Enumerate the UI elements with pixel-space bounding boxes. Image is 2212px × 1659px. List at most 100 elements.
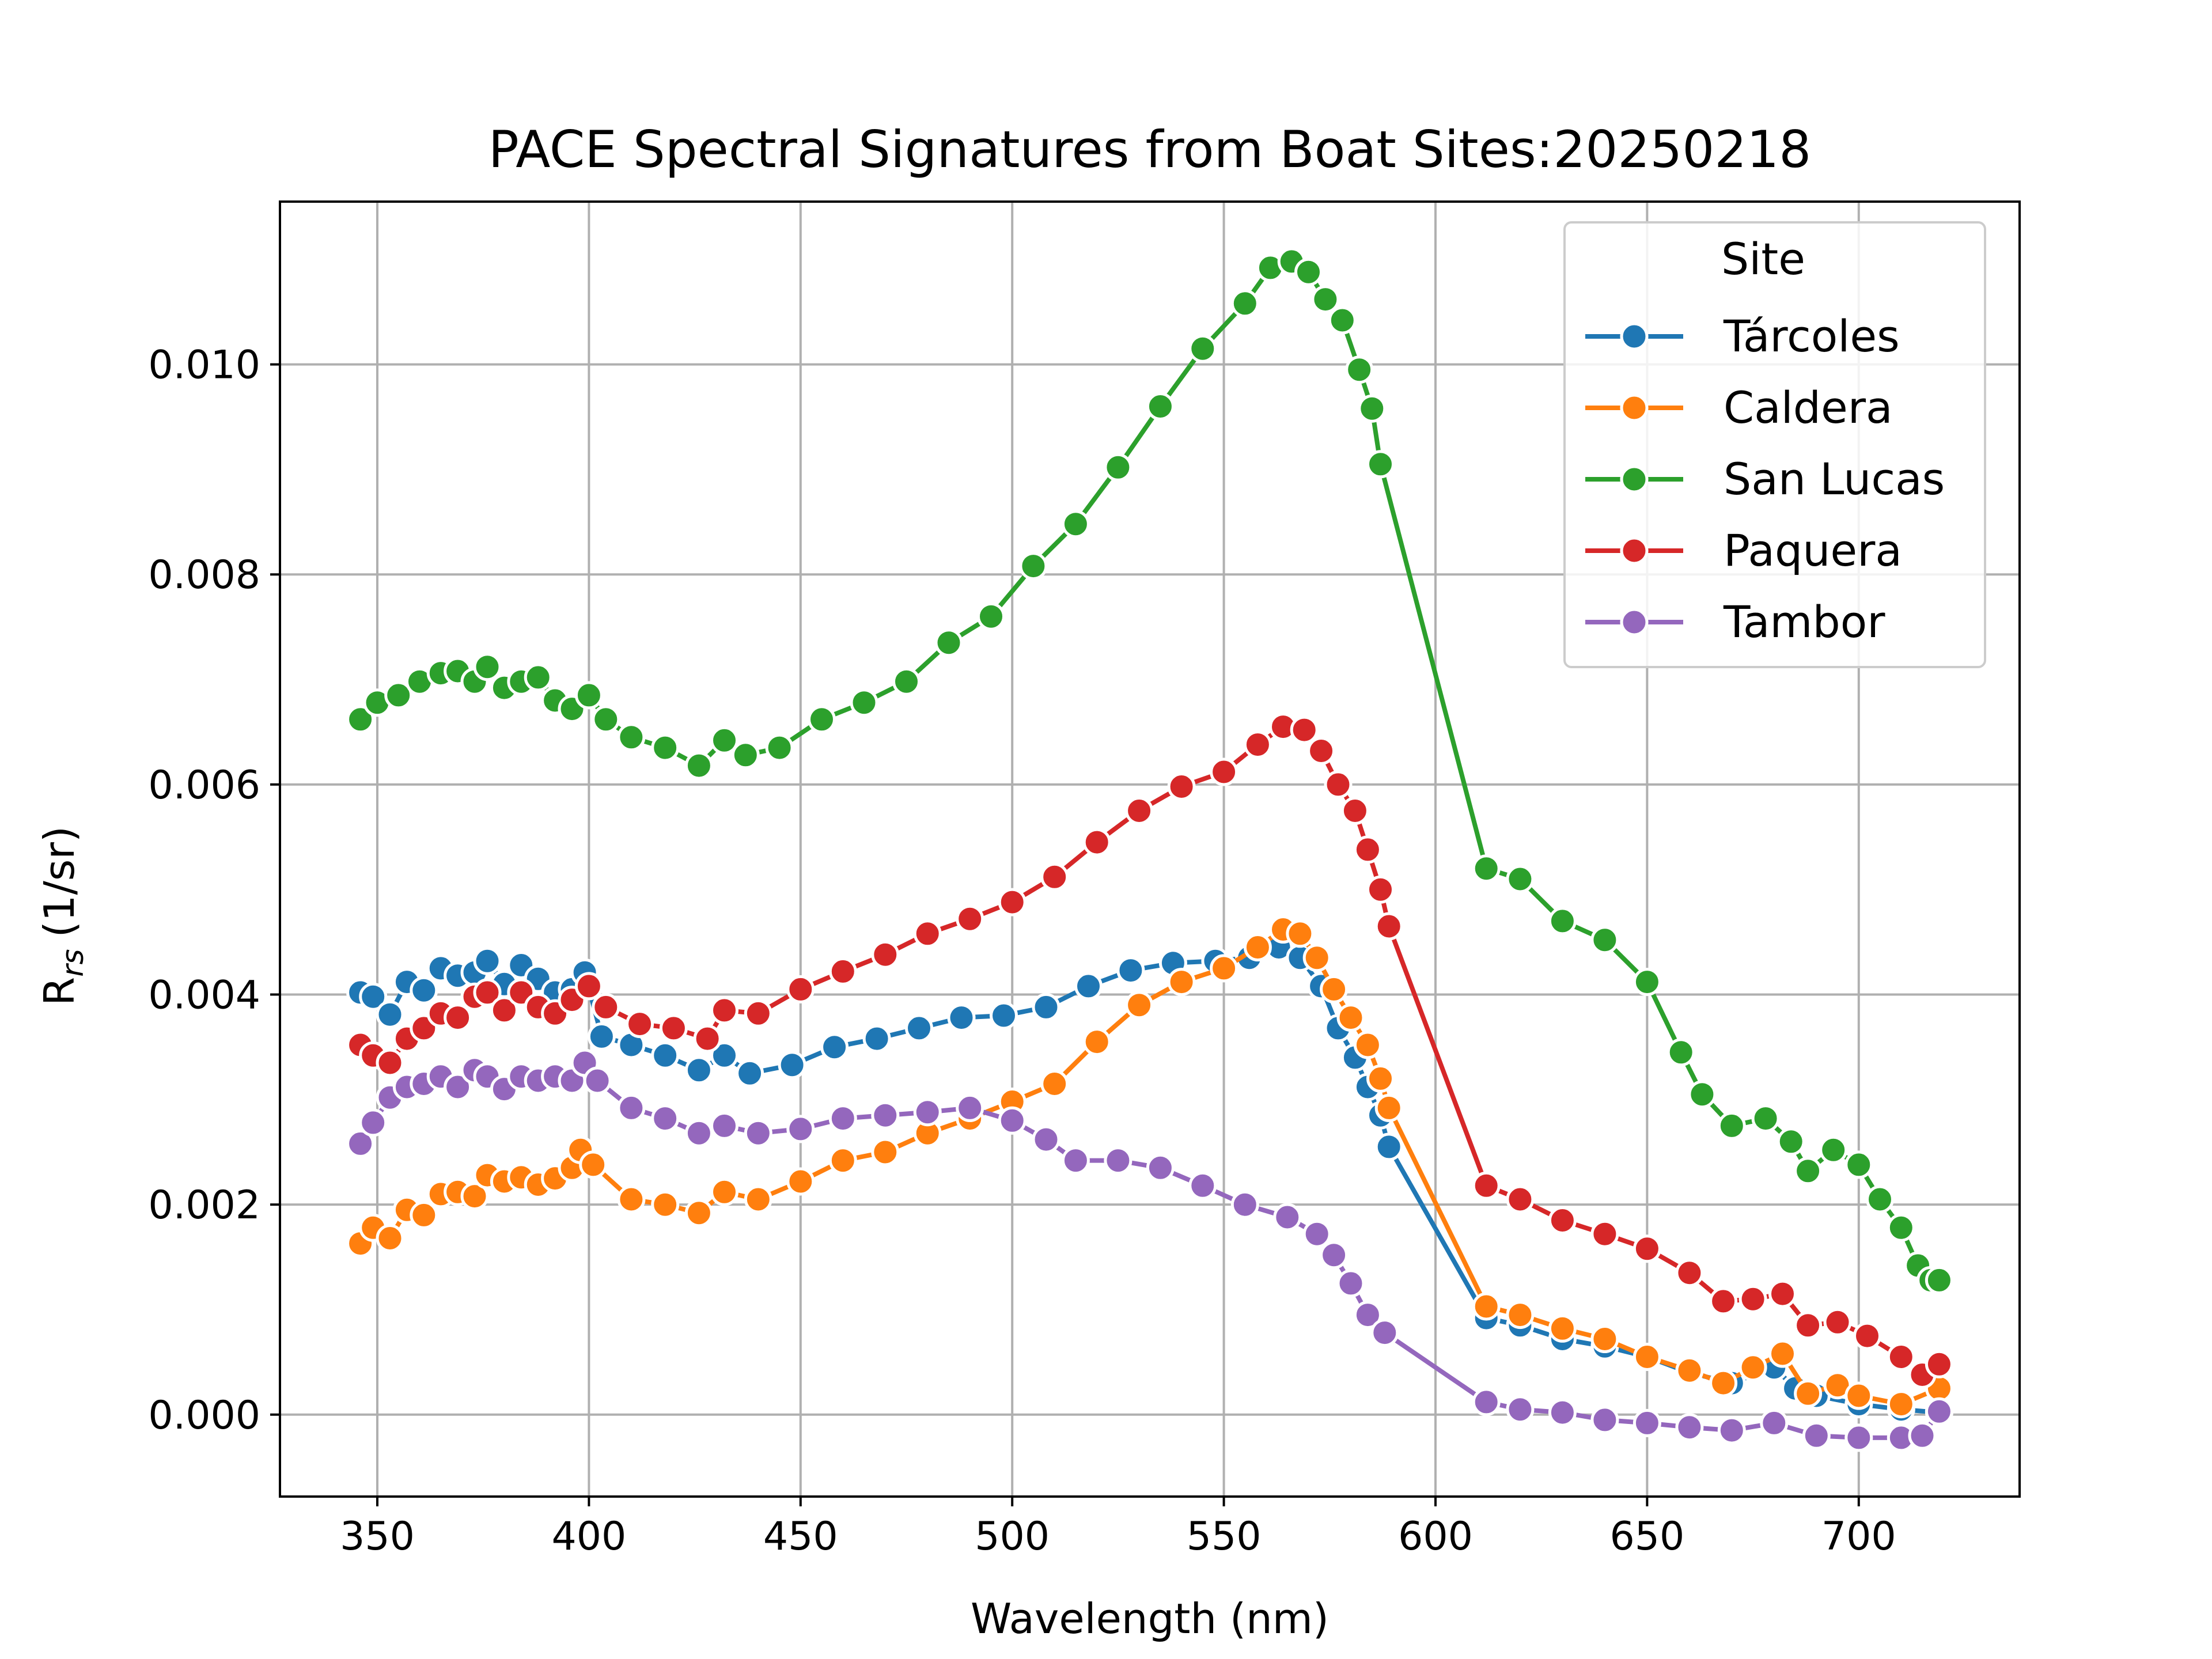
data-point <box>1167 772 1196 801</box>
data-point <box>1472 854 1501 883</box>
data-point <box>1125 797 1154 825</box>
data-point <box>346 1129 375 1158</box>
data-point <box>1358 394 1387 423</box>
legend-label: Paquera <box>1724 525 1902 576</box>
data-point <box>1675 1413 1704 1442</box>
data-point <box>1374 912 1403 941</box>
data-point <box>1230 1190 1259 1219</box>
legend-swatch-marker <box>1620 393 1649 422</box>
data-point <box>1823 1308 1852 1336</box>
data-point <box>934 628 963 657</box>
data-point <box>1633 968 1661 997</box>
legend-item: Tambor <box>1585 596 1885 647</box>
data-point <box>1506 1301 1535 1330</box>
legend-item: Tárcoles <box>1585 310 1900 362</box>
data-point <box>1032 1125 1060 1154</box>
data-point <box>1866 1185 1894 1214</box>
data-point <box>1844 1150 1873 1179</box>
data-point <box>617 1093 646 1122</box>
data-point <box>1717 1111 1746 1140</box>
data-point <box>977 602 1005 631</box>
data-point <box>710 1111 738 1140</box>
data-point <box>1794 1157 1823 1185</box>
data-point <box>956 904 984 933</box>
data-point <box>1633 1234 1661 1263</box>
plot-frame <box>279 200 2021 1498</box>
data-point <box>1146 1153 1175 1182</box>
data-point <box>384 681 413 710</box>
data-point <box>1675 1356 1704 1385</box>
y-tick-label: 0.004 <box>148 973 260 1018</box>
data-point <box>1738 1285 1767 1313</box>
y-tick-label: 0.002 <box>148 1183 260 1228</box>
data-point <box>1844 1381 1873 1410</box>
data-point <box>651 1041 680 1070</box>
data-point <box>828 1104 857 1133</box>
data-point <box>651 733 680 762</box>
legend-label: Caldera <box>1724 382 1893 433</box>
data-point <box>1328 306 1357 335</box>
axis-ticks: 350 400 450 500 550 600 650 700 0.000 0.002 0.004 0… <box>148 343 1896 1559</box>
data-point <box>1210 757 1238 786</box>
data-point <box>1167 968 1196 997</box>
y-tick-label: 0.010 <box>148 343 260 388</box>
data-point <box>410 1200 438 1229</box>
data-point <box>1925 1266 1953 1294</box>
data-point <box>1760 1408 1789 1437</box>
data-point <box>862 1024 891 1053</box>
data-point <box>359 982 388 1011</box>
y-tick-label: 0.008 <box>148 552 260 598</box>
data-point <box>1590 1406 1619 1434</box>
y-axis-title-main: R <box>35 977 84 1006</box>
data-point <box>905 1014 933 1043</box>
data-point <box>1074 972 1103 1001</box>
data-point <box>1353 1031 1382 1059</box>
series-3 <box>346 713 1953 1389</box>
data-point <box>460 1182 489 1211</box>
data-point <box>1366 1064 1395 1093</box>
data-point <box>1506 1185 1535 1214</box>
data-point <box>1061 510 1090 539</box>
data-point <box>1768 1339 1797 1368</box>
data-point <box>524 663 552 692</box>
data-point <box>786 1115 815 1143</box>
data-point <box>1590 926 1619 955</box>
data-point <box>1925 1397 1953 1426</box>
data-point <box>998 1106 1027 1135</box>
data-point <box>1294 257 1323 286</box>
legend: Site Tárcoles Caldera San Lucas Paquera Tambo… <box>1563 221 1986 668</box>
data-point <box>1302 1219 1331 1248</box>
data-point <box>1675 1259 1704 1287</box>
data-point <box>473 978 502 1007</box>
data-point <box>1366 450 1395 479</box>
data-point <box>376 1048 404 1077</box>
data-point <box>1116 956 1145 985</box>
data-point <box>871 1138 900 1166</box>
x-tick-label: 450 <box>763 1514 838 1559</box>
data-point <box>617 723 646 752</box>
data-point <box>1887 1390 1915 1419</box>
data-point <box>998 888 1027 916</box>
data-point <box>1506 865 1535 893</box>
data-point <box>376 1000 404 1029</box>
data-point <box>1230 289 1259 318</box>
data-point <box>1040 862 1069 891</box>
data-point <box>786 1167 815 1196</box>
data-point <box>1548 1206 1577 1234</box>
data-point <box>583 1066 612 1095</box>
data-point <box>731 741 760 770</box>
data-point <box>913 1098 942 1127</box>
data-point <box>1210 954 1238 983</box>
x-tick-label: 550 <box>1187 1514 1262 1559</box>
data-point <box>1340 797 1369 825</box>
data-point <box>1472 1388 1501 1416</box>
data-point <box>1243 730 1272 759</box>
legend-swatch-marker <box>1620 608 1649 637</box>
data-point <box>1286 919 1315 948</box>
data-point <box>778 1051 806 1080</box>
data-point <box>1302 944 1331 972</box>
legend-swatch-marker <box>1620 536 1649 565</box>
series-layer <box>346 247 1953 1452</box>
data-point <box>1472 1171 1501 1200</box>
